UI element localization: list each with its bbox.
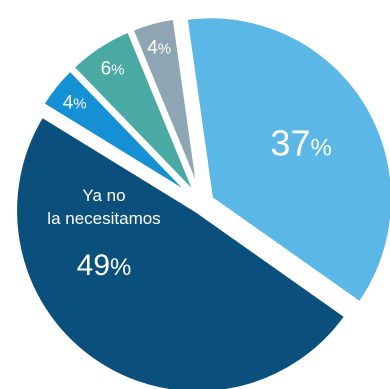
pie-slice-1 [12,111,351,389]
slice-label-0: 37% [270,122,331,163]
slice-label-1: 49% [77,249,132,282]
slice-label-2: 4% [63,93,87,114]
slice-label-3: 6% [101,58,125,79]
pie-slice-4 [127,14,203,200]
slice-desc-line1: Ya no [82,186,125,205]
pie-slice-0 [182,13,390,308]
pie-slices [12,13,390,389]
pie-labels: 37% Ya no la necesitamos 49% 4% 6% 4% [47,37,332,282]
slice-desc-line2: la necesitamos [47,209,160,228]
slice-label-4: 4% [147,37,171,58]
